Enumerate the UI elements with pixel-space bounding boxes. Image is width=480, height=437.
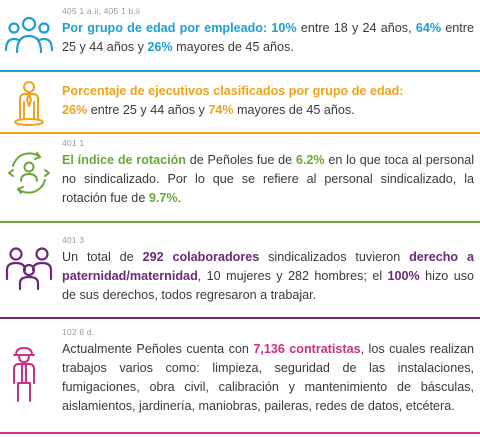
gri-reference: 102 8 d. bbox=[62, 327, 95, 337]
divider bbox=[0, 317, 480, 319]
divider bbox=[0, 70, 480, 72]
section-text: Un total de 292 colaboradores sindicaliz… bbox=[62, 250, 474, 302]
family-icon bbox=[4, 245, 54, 295]
section-text: El índice de rotación de Peñoles fue de … bbox=[62, 153, 475, 205]
section-text: Actualmente Peñoles cuenta con 7,136 con… bbox=[62, 342, 474, 413]
contractor-worker-icon bbox=[4, 345, 44, 402]
divider bbox=[0, 132, 480, 134]
gri-reference: 405 1 a.ii, 405 1 b.ii bbox=[62, 6, 141, 16]
divider bbox=[0, 221, 480, 223]
gri-reference: 401 3 bbox=[62, 235, 85, 245]
rotation-person-icon bbox=[4, 148, 54, 198]
section-text: Por grupo de edad por empleado: 10% entr… bbox=[62, 21, 474, 54]
section-age-groups: 405 1 a.ii, 405 1 b.ii Por grupo de edad… bbox=[0, 6, 480, 70]
section-executives: Porcentaje de ejecutivos clasificados po… bbox=[0, 72, 480, 132]
executive-person-icon bbox=[4, 78, 54, 128]
section-rotation: 401 1 El índice de rotación de Peñoles f… bbox=[0, 134, 480, 214]
gri-reference: 401 1 bbox=[62, 138, 85, 148]
divider bbox=[0, 432, 480, 434]
section-contractors: 102 8 d. Actualmente Peñoles cuenta con … bbox=[0, 319, 480, 431]
people-group-icon bbox=[4, 12, 54, 62]
section-paternity: 401 3 Un total de 292 colaboradores sind… bbox=[0, 223, 480, 317]
section-text: Porcentaje de ejecutivos clasificados po… bbox=[62, 84, 404, 117]
